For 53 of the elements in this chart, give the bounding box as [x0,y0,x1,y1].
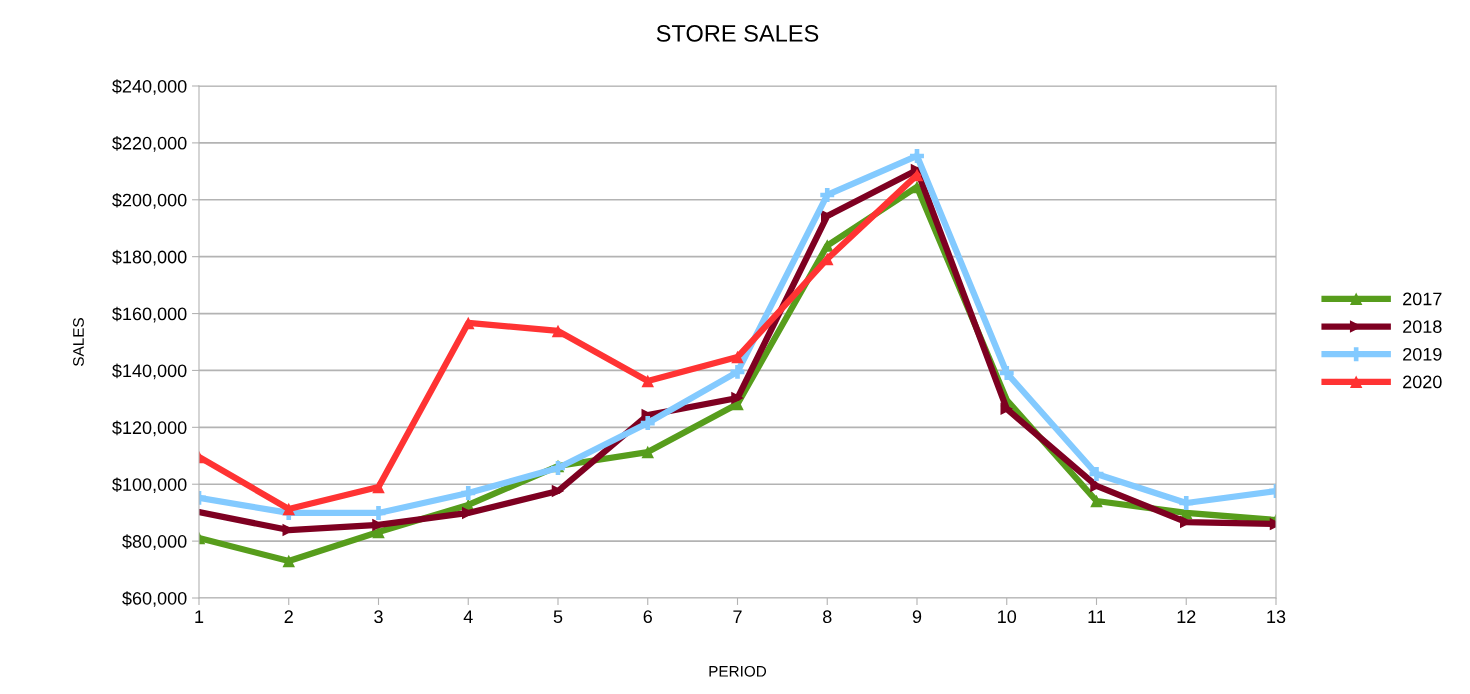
x-tick-label: 5 [553,610,563,624]
point [282,502,295,516]
point [820,188,835,202]
legend-label: 2019 [1403,347,1442,361]
y-tick-label: $80,000 [122,534,187,550]
x-tick-label: 11 [1088,610,1105,623]
x-tick-label: 2 [284,610,293,623]
x-tick-label: 10 [998,610,1017,624]
point [551,324,565,338]
x-axis-title: PERIOD [709,665,767,677]
y-tick-label: $180,000 [112,249,187,266]
point [730,364,745,379]
point [821,239,834,252]
x-tick-label: 7 [733,610,742,623]
x-tick-label: 8 [823,610,832,624]
point [372,480,385,494]
point [731,391,744,405]
x-tick-label: 4 [463,610,473,623]
point [910,149,924,163]
point [641,445,654,459]
point [1000,402,1013,416]
point [999,366,1014,380]
point [282,554,295,568]
y-axis-title: SALES [73,318,84,366]
y-tick-label: $100,000 [112,477,187,494]
y-tick-label: $240,000 [112,79,187,95]
x-tick-label: 12 [1177,610,1196,623]
x-tick-label: 13 [1267,610,1286,624]
y-tick-label: $140,000 [112,363,187,380]
legend-label: 2020 [1403,375,1442,389]
y-tick-label: $60,000 [122,591,187,607]
point [641,374,654,388]
legend-label: 2018 [1403,320,1442,334]
y-tick-label: $200,000 [112,192,187,209]
y-tick-label: $120,000 [112,420,187,437]
point [1089,467,1104,481]
point [640,416,655,431]
x-tick-label: 6 [643,610,652,624]
point [910,180,924,194]
chart-title: STORE SALES [656,25,819,42]
y-tick-label: $160,000 [112,306,187,323]
x-tick-label: 1 [195,610,204,623]
x-tick-label: 3 [374,610,383,624]
x-tick-label: 9 [912,610,922,624]
point [821,209,834,223]
point [1179,496,1194,510]
point [551,484,565,498]
point [462,316,475,330]
point [461,486,476,500]
point [731,350,744,364]
legend-label: 2017 [1403,292,1442,306]
y-tick-label: $220,000 [112,136,187,152]
point [1090,494,1103,508]
